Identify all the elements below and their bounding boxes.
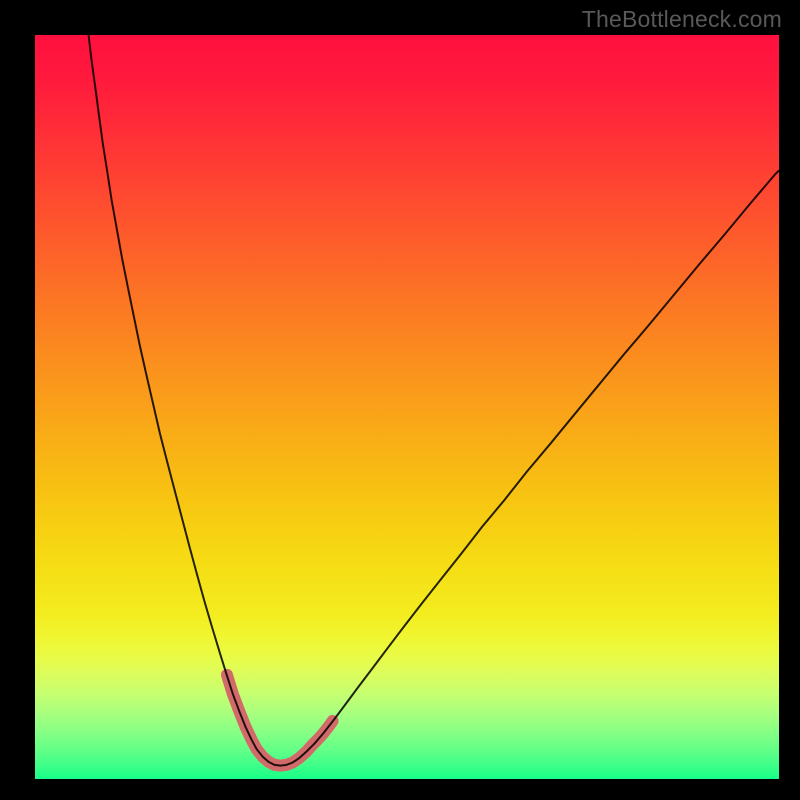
performance-curve [89, 35, 779, 766]
watermark-text: TheBottleneck.com [582, 6, 782, 33]
plot-frame [34, 34, 780, 780]
chart-stage: TheBottleneck.com [0, 0, 800, 800]
curve-svg [35, 35, 779, 779]
